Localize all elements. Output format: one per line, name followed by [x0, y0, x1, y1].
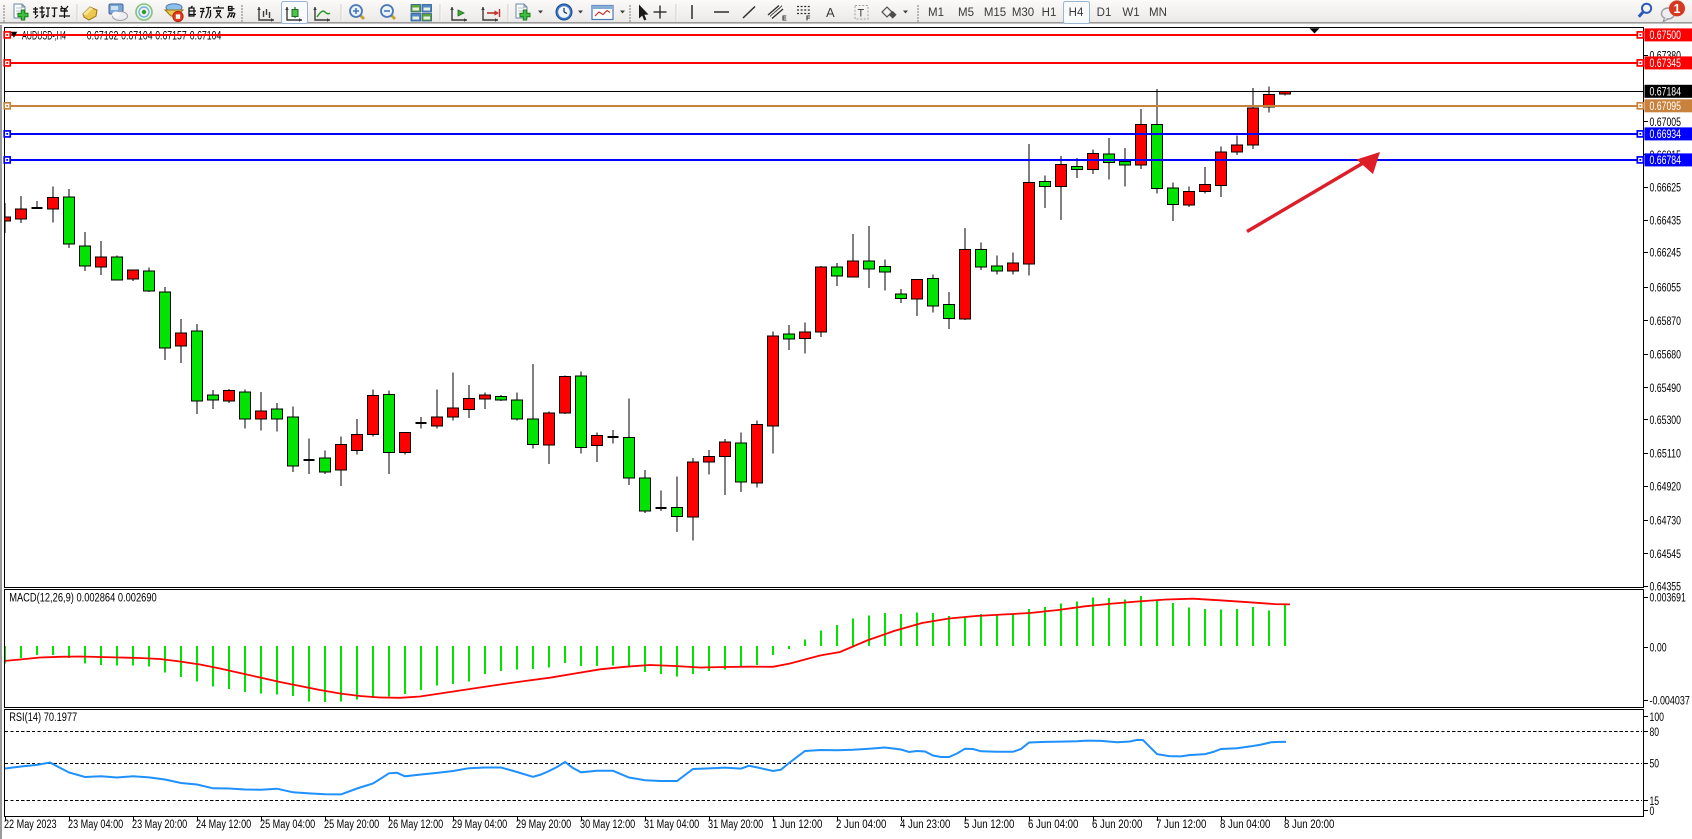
svg-text:0.66435: 0.66435 [1650, 216, 1682, 228]
svg-text:0: 0 [1650, 806, 1655, 818]
svg-text:0.67345: 0.67345 [1650, 58, 1682, 70]
svg-text:26 May 12:00: 26 May 12:00 [388, 819, 443, 831]
svg-text:MACD(12,26,9) 0.002864 0.00269: MACD(12,26,9) 0.002864 0.002690 [9, 593, 157, 605]
svg-text:0.67095: 0.67095 [1650, 101, 1682, 113]
svg-text:29 May 20:00: 29 May 20:00 [516, 819, 571, 831]
svg-text:0.67157: 0.67157 [155, 31, 187, 43]
svg-text:22 May 2023: 22 May 2023 [4, 819, 57, 831]
svg-text:4 Jun 23:00: 4 Jun 23:00 [900, 819, 950, 831]
svg-text:30 May 12:00: 30 May 12:00 [580, 819, 635, 831]
svg-text:0.65110: 0.65110 [1650, 449, 1682, 461]
svg-text:0.67184: 0.67184 [1650, 87, 1682, 99]
svg-text:5 Jun 12:00: 5 Jun 12:00 [964, 819, 1014, 831]
svg-text:2 Jun 04:00: 2 Jun 04:00 [836, 819, 886, 831]
svg-text:T: T [858, 8, 865, 20]
svg-text:0.66055: 0.66055 [1650, 282, 1682, 294]
svg-text:8 Jun 20:00: 8 Jun 20:00 [1284, 819, 1334, 831]
svg-text:E: E [782, 16, 787, 23]
svg-text:0.67500: 0.67500 [1650, 30, 1682, 42]
svg-text:M15: M15 [984, 7, 1006, 19]
svg-text:W1: W1 [1122, 7, 1139, 19]
svg-text:-0.004037: -0.004037 [1650, 696, 1690, 708]
svg-text:0.67005: 0.67005 [1650, 117, 1682, 129]
svg-text:0.64730: 0.64730 [1650, 515, 1682, 527]
svg-text:6 Jun 20:00: 6 Jun 20:00 [1092, 819, 1142, 831]
svg-text:23 May 04:00: 23 May 04:00 [68, 819, 123, 831]
svg-text:H4: H4 [1069, 7, 1084, 19]
svg-text:0.65870: 0.65870 [1650, 316, 1682, 328]
svg-text:100: 100 [1650, 712, 1665, 724]
svg-text:80: 80 [1650, 727, 1660, 739]
svg-text:A: A [826, 5, 835, 20]
svg-text:25 May 04:00: 25 May 04:00 [260, 819, 315, 831]
svg-text:31 May 04:00: 31 May 04:00 [644, 819, 699, 831]
svg-text:24 May 12:00: 24 May 12:00 [196, 819, 251, 831]
svg-text:RSI(14) 70.1977: RSI(14) 70.1977 [9, 712, 77, 724]
svg-text:1: 1 [1674, 2, 1681, 16]
svg-text:F: F [806, 16, 811, 23]
svg-text:50: 50 [1650, 759, 1660, 771]
svg-text:0.67162: 0.67162 [87, 31, 119, 43]
svg-text:7 Jun 12:00: 7 Jun 12:00 [1156, 819, 1206, 831]
svg-text:0.003691: 0.003691 [1650, 592, 1686, 604]
svg-text:0.66625: 0.66625 [1650, 182, 1682, 194]
svg-text:0.65490: 0.65490 [1650, 383, 1682, 395]
svg-text:29 May 04:00: 29 May 04:00 [452, 819, 507, 831]
svg-text:0.00: 0.00 [1650, 642, 1667, 654]
svg-text:1 Jun 12:00: 1 Jun 12:00 [772, 819, 822, 831]
svg-text:0.64545: 0.64545 [1650, 549, 1682, 561]
svg-text:15: 15 [1650, 796, 1660, 808]
svg-text:0.67104: 0.67104 [121, 31, 153, 43]
svg-text:6 Jun 04:00: 6 Jun 04:00 [1028, 819, 1078, 831]
svg-text:25 May 20:00: 25 May 20:00 [324, 819, 379, 831]
svg-text:0.65300: 0.65300 [1650, 415, 1682, 427]
svg-text:0.66784: 0.66784 [1650, 155, 1682, 167]
svg-text:0.64920: 0.64920 [1650, 482, 1682, 494]
svg-text:H1: H1 [1042, 7, 1057, 19]
svg-text:D1: D1 [1097, 7, 1112, 19]
svg-text:0.64355: 0.64355 [1650, 581, 1682, 593]
svg-text:0.66934: 0.66934 [1650, 129, 1682, 141]
svg-text:AUDUSD-,H4: AUDUSD-,H4 [22, 31, 66, 43]
svg-text:31 May 20:00: 31 May 20:00 [708, 819, 763, 831]
svg-text:M1: M1 [928, 7, 944, 19]
svg-text:M5: M5 [958, 7, 974, 19]
svg-text:0.67104: 0.67104 [190, 31, 222, 43]
svg-text:8 Jun 04:00: 8 Jun 04:00 [1220, 819, 1270, 831]
svg-text:0.66245: 0.66245 [1650, 248, 1682, 260]
svg-text:MN: MN [1149, 7, 1167, 19]
svg-text:M30: M30 [1012, 7, 1034, 19]
svg-text:23 May 20:00: 23 May 20:00 [132, 819, 187, 831]
svg-text:0.65680: 0.65680 [1650, 349, 1682, 361]
